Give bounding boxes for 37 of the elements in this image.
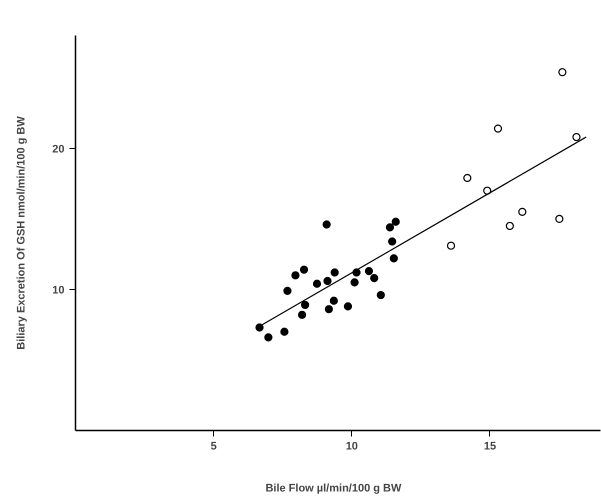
point — [463, 174, 472, 182]
point — [283, 286, 292, 295]
point — [572, 132, 581, 142]
point — [364, 266, 374, 276]
point — [312, 280, 322, 288]
point — [323, 276, 332, 286]
point — [446, 242, 456, 250]
y-axis-title: Biliary Excretion Of GSH nmol/min/100 g BW — [15, 116, 28, 350]
point — [494, 124, 502, 133]
point — [390, 254, 398, 262]
point — [301, 300, 310, 310]
point — [558, 68, 566, 76]
point — [324, 305, 333, 314]
point — [298, 310, 306, 319]
point — [264, 333, 272, 342]
point — [280, 328, 288, 336]
point — [518, 208, 526, 216]
point — [330, 268, 339, 277]
x-tick-label: 10 — [346, 440, 358, 452]
x-tick-label: 5 — [210, 440, 217, 452]
point — [388, 237, 396, 246]
x-tick-label: 15 — [484, 440, 496, 452]
point — [255, 323, 264, 332]
point — [300, 266, 308, 274]
point — [386, 223, 394, 232]
point — [330, 296, 338, 305]
point — [344, 302, 352, 310]
point — [555, 214, 564, 223]
point — [506, 222, 514, 230]
x-axis-title: Bile Flow µl/min/100 g BW — [265, 482, 402, 494]
point — [370, 274, 378, 282]
point — [322, 220, 331, 229]
y-tick-label: 20 — [52, 143, 65, 156]
point — [392, 218, 400, 226]
point — [291, 271, 300, 280]
point — [350, 278, 359, 286]
point — [376, 290, 385, 300]
